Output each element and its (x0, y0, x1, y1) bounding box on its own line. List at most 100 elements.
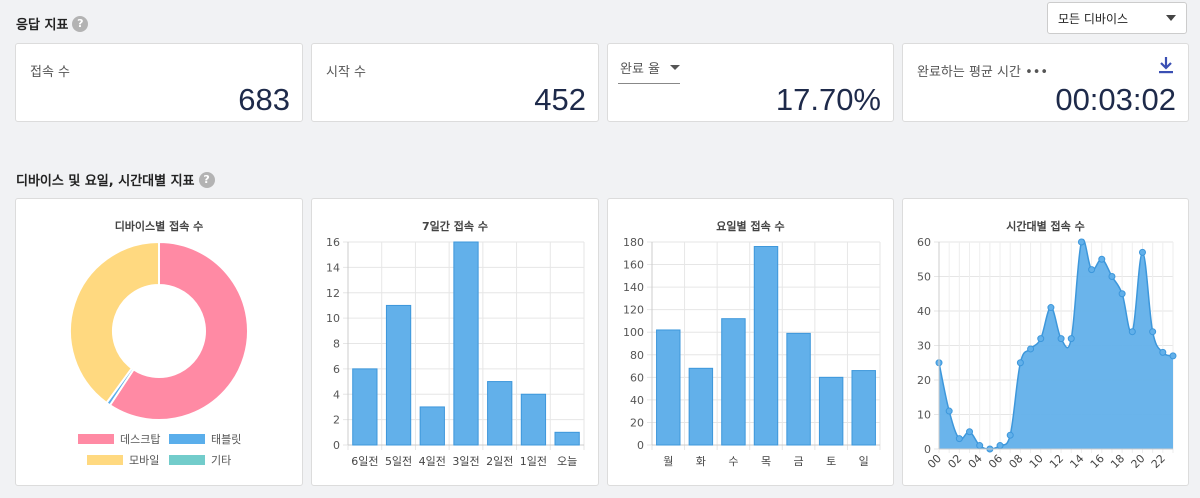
legend-item-desktop[interactable]: 데스크탑 (78, 431, 160, 447)
y-tick-label: 30 (917, 340, 931, 353)
x-tick-label: 22 (1149, 452, 1168, 471)
help-icon[interactable]: ? (198, 171, 215, 188)
data-point-10 (1037, 335, 1045, 343)
device-donut-chart (69, 240, 249, 421)
hourly-visits-chart-card: 시간대별 접속 수 0 10 20 30 40 50 60 00 02 04 06 08 10 12 14 1… (902, 198, 1189, 486)
metric-type-dropdown[interactable]: 완료 율 (618, 58, 680, 84)
x-tick-label: 2일전 (486, 454, 513, 468)
device-select[interactable]: 모든 디바이스 (1047, 2, 1187, 34)
bar-5일전 (385, 304, 412, 446)
y-tick-label: 14 (326, 261, 340, 274)
y-tick-label: 160 (623, 259, 644, 272)
data-point-02 (955, 435, 963, 443)
chart-title: 요일별 접속 수 (716, 220, 785, 233)
y-tick-label: 4 (333, 388, 340, 401)
device-time-metrics-heading: 디바이스 및 요일, 시간대별 지표 ? (16, 170, 215, 189)
legend-item-other[interactable]: 기타 (169, 452, 231, 468)
legend-item-mobile[interactable]: 모바일 (87, 452, 159, 468)
y-tick-label: 180 (623, 237, 644, 249)
x-tick-label: 04 (966, 452, 985, 471)
y-tick-label: 2 (333, 414, 340, 427)
bar-6일전 (352, 368, 378, 446)
metric-card-avg-time: 완료하는 평균 시간 ••• 00:03:02 (902, 43, 1189, 122)
y-tick-label: 0 (333, 439, 340, 452)
y-tick-label: 40 (917, 305, 931, 318)
x-tick-label: 02 (945, 452, 964, 471)
x-tick-label: 4일전 (419, 454, 446, 468)
data-point-18 (1118, 290, 1126, 298)
legend-label: 기타 (211, 454, 232, 467)
x-tick-label: 08 (1006, 452, 1025, 471)
y-tick-label: 140 (623, 281, 644, 294)
data-point-04 (976, 442, 984, 450)
x-tick-label: 12 (1047, 452, 1066, 471)
data-point-14 (1077, 238, 1085, 246)
legend-item-tablet[interactable]: 태블릿 (169, 431, 241, 447)
bar-4일전 (419, 406, 445, 446)
x-tick-label: 06 (986, 452, 1005, 471)
y-tick-label: 10 (326, 312, 340, 325)
x-tick-label: 수 (728, 455, 738, 468)
data-point-08 (1016, 359, 1024, 367)
weekday-visits-chart-card: 요일별 접속 수 0 20 40 60 80 100 120 140 160 180 월 화 수 목 금 토 일 (607, 198, 894, 486)
bar-목 (753, 246, 779, 446)
legend-swatch (169, 434, 205, 444)
metric-card-completion-rate: 완료 율 17.70% (607, 43, 894, 122)
data-point-03 (966, 428, 974, 436)
y-tick-label: 8 (333, 338, 340, 351)
y-tick-label: 60 (917, 237, 931, 249)
y-tick-label: 0 (637, 439, 644, 452)
data-point-06 (996, 442, 1004, 450)
legend-swatch (169, 455, 205, 465)
y-tick-label: 20 (630, 416, 644, 429)
data-point-23 (1169, 352, 1177, 360)
y-tick-label: 6 (333, 363, 340, 376)
x-tick-label: 5일전 (385, 454, 412, 468)
data-point-13 (1067, 335, 1075, 343)
weekday-bar-chart: 0 20 40 60 80 100 120 140 160 180 월 화 수 목 금 토 일 (623, 237, 881, 468)
bar-토 (818, 376, 844, 446)
bar-금 (786, 332, 811, 446)
y-tick-label: 10 (917, 409, 931, 422)
x-tick-label: 10 (1027, 452, 1046, 471)
y-tick-label: 100 (623, 326, 644, 339)
x-tick-label: 18 (1108, 452, 1127, 471)
y-tick-label: 80 (630, 349, 644, 362)
download-icon[interactable] (1158, 56, 1174, 74)
device-select-value: 모든 디바이스 (1058, 11, 1129, 26)
chart-title: 시간대별 접속 수 (1006, 220, 1085, 233)
x-tick-label: 일 (859, 454, 869, 468)
bar-일 (851, 370, 876, 446)
legend-label: 모바일 (129, 454, 160, 467)
x-tick-label: 3일전 (452, 454, 479, 468)
metric-label: 접속 수 (30, 65, 71, 80)
data-point-15 (1088, 266, 1096, 274)
bar-화 (688, 367, 714, 446)
x-tick-label: 월 (663, 455, 673, 468)
x-tick-label: 오늘 (557, 455, 577, 468)
y-tick-label: 60 (630, 371, 644, 384)
bar-월 (656, 329, 681, 446)
donut-slice-데스크탑 (108, 240, 249, 421)
legend-label: 데스크탑 (120, 433, 161, 446)
x-tick-label: 화 (696, 455, 706, 468)
data-point-01 (945, 407, 953, 415)
metric-card-starts: 시작 수 452 (311, 43, 599, 122)
data-point-16 (1098, 255, 1106, 263)
data-point-22 (1159, 348, 1167, 356)
x-tick-label: 16 (1088, 452, 1107, 471)
y-tick-label: 40 (630, 394, 644, 407)
data-point-07 (1006, 431, 1014, 439)
help-icon[interactable]: ? (72, 15, 89, 32)
chart-title: 디바이스별 접속 수 (114, 220, 204, 233)
x-tick-label: 6일전 (351, 454, 378, 468)
y-tick-label: 0 (924, 443, 931, 456)
device-visits-chart-card: 디바이스별 접속 수 데스크탑 태블릿 모바일 기타 (15, 198, 303, 486)
bar-1일전 (520, 393, 547, 446)
x-tick-label: 1일전 (520, 454, 547, 468)
response-metrics-heading: 응답 지표 ? (16, 14, 89, 33)
metric-card-visits: 접속 수 683 (15, 43, 303, 122)
bar-2일전 (487, 381, 513, 446)
legend-swatch (78, 434, 114, 444)
